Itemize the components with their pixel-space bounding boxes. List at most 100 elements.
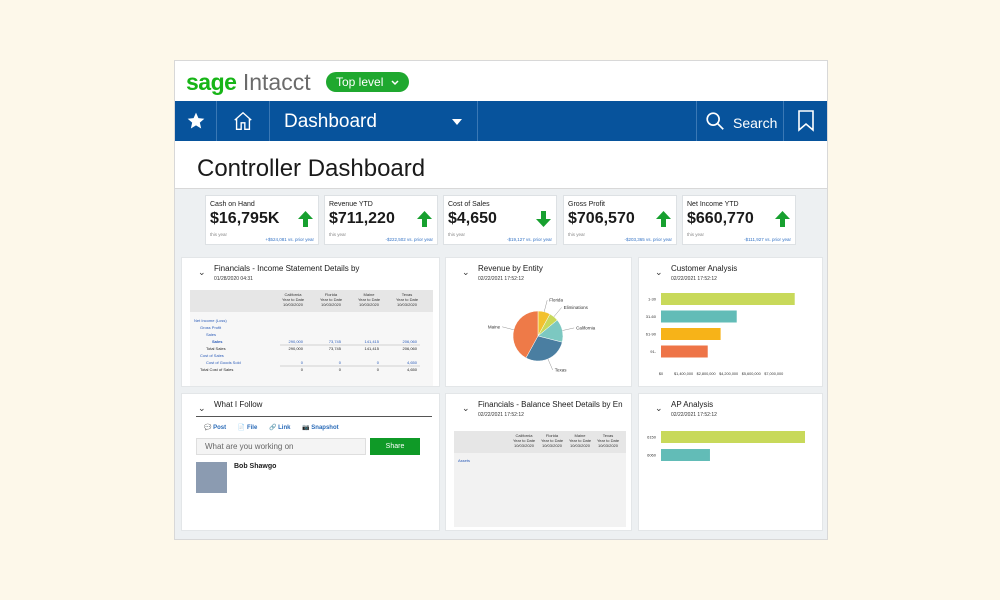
row-label: Gross Profit xyxy=(200,325,222,330)
collapse-chevron-icon[interactable]: ⌄ xyxy=(462,267,470,277)
card-title: AP Analysis xyxy=(671,400,714,409)
bar-category-label: 31-60 xyxy=(646,314,657,319)
search-label: Search xyxy=(733,115,778,131)
column-header: 10/03/2020 xyxy=(397,302,418,307)
dashboard-selector[interactable]: Dashboard xyxy=(270,101,478,141)
column-header: California xyxy=(285,292,303,297)
arrow-up-icon xyxy=(775,211,790,227)
pie-leader xyxy=(544,300,548,312)
collapse-chevron-icon[interactable]: ⌄ xyxy=(655,267,663,277)
column-header: Florida xyxy=(325,292,338,297)
bar-category-label: 91- xyxy=(650,349,656,354)
x-tick-label: $0 xyxy=(659,372,663,376)
column-header: California xyxy=(516,433,534,438)
kpi-value: $16,795K xyxy=(210,210,280,227)
top-level-selector[interactable]: Top level xyxy=(326,72,409,92)
balance-sheet-card: ⌄ Financials - Balance Sheet Details by … xyxy=(445,393,632,531)
table-header-bg xyxy=(190,290,433,312)
kpi-label: Cash on Hand xyxy=(210,201,255,208)
column-header: Texas xyxy=(603,433,613,438)
collapse-chevron-icon[interactable]: ⌄ xyxy=(462,403,470,413)
card-date: 02/22/2021 17:52:12 xyxy=(478,412,524,418)
search-button[interactable]: Search xyxy=(696,101,784,141)
table-body-bg xyxy=(454,453,626,527)
cell-value: 0 xyxy=(377,367,380,372)
avatar xyxy=(196,462,227,493)
column-header: 10/03/2020 xyxy=(359,302,380,307)
top-level-label: Top level xyxy=(336,75,384,89)
kpi-label: Net Income YTD xyxy=(687,201,739,208)
x-tick-label: $7,000,000 xyxy=(764,372,783,376)
cell-value: 290,000 xyxy=(289,339,304,344)
column-header: 10/03/2020 xyxy=(598,443,619,448)
cell-value: 73,745 xyxy=(329,346,342,351)
cell-value: 206,060 xyxy=(403,346,418,351)
column-header: 10/03/2020 xyxy=(570,443,591,448)
bar xyxy=(661,449,710,461)
star-icon xyxy=(187,112,205,129)
snapshot-link[interactable]: 📷 Snapshot xyxy=(302,425,339,431)
arrow-up-icon xyxy=(417,211,432,227)
ap-bar-chart: 6150 6060 xyxy=(647,431,805,461)
ap-analysis-card: ⌄ AP Analysis 02/22/2021 17:52:12 6150 60… xyxy=(638,393,823,531)
column-header: Maine xyxy=(575,433,587,438)
cell-value: 73,745 xyxy=(329,339,342,344)
x-tick-label: $4,200,000 xyxy=(719,372,738,376)
pie-slice xyxy=(525,335,563,362)
kpi-tile[interactable]: Revenue YTD $711,220 this year -$222,502… xyxy=(324,195,438,245)
pie-label: Texas xyxy=(555,367,568,372)
pie-leader xyxy=(562,327,575,331)
cell-value: 0 xyxy=(301,360,304,365)
x-tick-label: $2,800,000 xyxy=(697,372,716,376)
arrow-up-icon xyxy=(656,211,671,227)
x-tick-label: $5,600,000 xyxy=(742,372,761,376)
kpi-comparison: -$111,927 vs. prior year xyxy=(744,237,791,242)
user-name[interactable]: Bob Shawgo xyxy=(234,463,277,470)
pie-label: Florida xyxy=(549,298,563,303)
brand-bar: sage Intacct Top level xyxy=(175,61,827,101)
kpi-tile[interactable]: Cash on Hand $16,795K this year +$524,08… xyxy=(205,195,319,245)
what-i-follow-card: ⌄ What I Follow 💬 Post 📄 File 🔗 Link 📷 S… xyxy=(181,393,440,531)
link-link[interactable]: 🔗 Link xyxy=(268,425,291,431)
kpi-tile[interactable]: Net Income YTD $660,770 this year -$111,… xyxy=(682,195,796,245)
post-link[interactable]: 💬 Post xyxy=(204,425,227,431)
income-statement-card: ⌄ Financials - Income Statement Details … xyxy=(181,257,440,387)
kpi-period: this year xyxy=(568,232,586,237)
favorites-button[interactable] xyxy=(175,101,217,141)
chevron-down-icon xyxy=(391,80,399,86)
home-button[interactable] xyxy=(217,101,270,141)
kpi-value: $706,570 xyxy=(568,210,635,227)
column-header: Maine xyxy=(364,292,376,297)
cell-value: 0 xyxy=(339,367,342,372)
arrow-down-icon xyxy=(536,211,551,227)
home-icon xyxy=(234,111,252,130)
kpi-value: $711,220 xyxy=(329,210,395,227)
table-body-bg xyxy=(190,312,433,386)
status-input[interactable]: What are you working on xyxy=(196,438,366,455)
collapse-chevron-icon[interactable]: ⌄ xyxy=(655,403,663,413)
app-window: sage Intacct Top level Dashboard Search … xyxy=(174,60,828,540)
collapse-chevron-icon[interactable]: ⌄ xyxy=(198,267,206,277)
revenue-by-entity-card: ⌄ Revenue by Entity 02/22/2021 17:52:12 … xyxy=(445,257,632,387)
bar xyxy=(661,293,795,305)
dashboard-title: Dashboard xyxy=(284,111,377,132)
card-title: Revenue by Entity xyxy=(478,264,543,273)
column-header: 10/03/2020 xyxy=(542,443,563,448)
kpi-tile[interactable]: Gross Profit $706,570 this year -$203,36… xyxy=(563,195,677,245)
bar-category-label: 6150 xyxy=(647,435,657,440)
search-icon xyxy=(706,112,724,130)
cell-value: 0 xyxy=(301,367,304,372)
follow-actions: 💬 Post 📄 File 🔗 Link 📷 Snapshot xyxy=(204,424,349,431)
kpi-tile[interactable]: Cost of Sales $4,650 this year -$19,127 … xyxy=(443,195,557,245)
collapse-chevron-icon[interactable]: ⌄ xyxy=(198,403,206,413)
share-button[interactable]: Share xyxy=(370,438,420,455)
column-header: 10/03/2020 xyxy=(321,302,342,307)
row-label: Cost of Sales xyxy=(200,353,224,358)
bookmark-button[interactable] xyxy=(784,101,827,141)
kpi-label: Revenue YTD xyxy=(329,201,373,208)
bar xyxy=(661,328,721,340)
file-link[interactable]: 📄 File xyxy=(237,425,258,431)
page-title: Controller Dashboard xyxy=(175,141,827,189)
